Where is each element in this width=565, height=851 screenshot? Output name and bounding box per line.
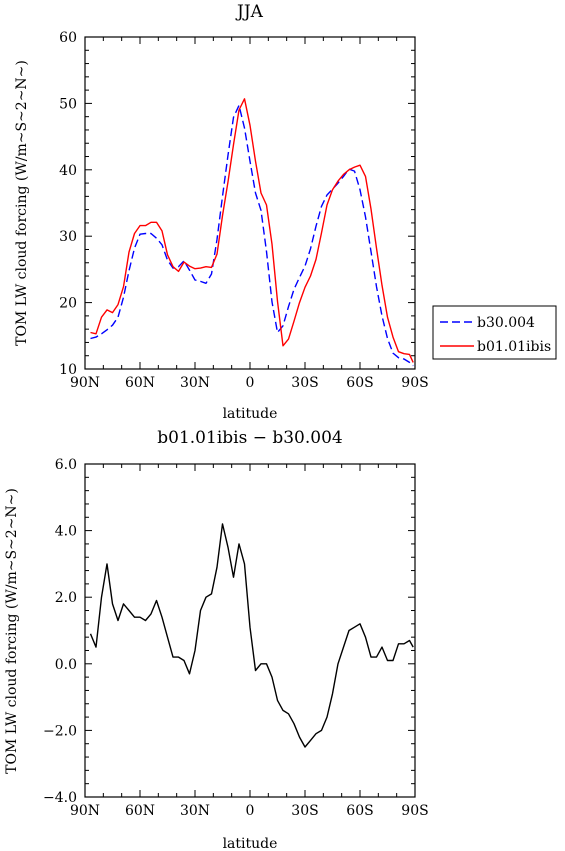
x-tick-label: 60S <box>346 375 373 391</box>
y-axis-label: TOM LW cloud forcing (W/m~S~2~N~) <box>14 60 30 346</box>
x-tick-label: 0 <box>246 375 255 391</box>
x-axis-label: latitude <box>223 836 278 851</box>
x-tick-label: 60S <box>346 803 373 819</box>
chart-title: JJA <box>235 2 264 22</box>
x-axis-label: latitude <box>223 406 278 422</box>
y-tick-label: 60 <box>59 30 77 46</box>
x-tick-label: 30S <box>291 375 318 391</box>
y-tick-label: 50 <box>59 96 77 112</box>
plot-frame <box>84 463 416 798</box>
chart-title: b01.01ibis − b30.004 <box>157 428 342 448</box>
plot-frame <box>84 36 416 370</box>
plot-area: 90N 60N 30N 0 30S 60S 90S −4.0 −2.0 0.0 2.0 4.0 6.0 <box>43 457 429 819</box>
legend-label-b01-01ibis: b01.01ibis <box>477 339 551 355</box>
series-line-b01-01ibis <box>90 98 414 363</box>
series-line-difference <box>89 523 414 748</box>
y-tick-label: 30 <box>59 229 77 245</box>
y-tick-label: 4.0 <box>55 524 77 540</box>
x-tick-label: 30N <box>180 803 210 819</box>
legend-box <box>432 305 557 360</box>
y-tick-label: 40 <box>59 163 77 179</box>
x-tick-label: 90N <box>70 803 100 819</box>
x-tick-label: 0 <box>246 803 255 819</box>
x-tick-label: 30S <box>291 803 318 819</box>
y-tick-label: 20 <box>59 296 77 312</box>
series-line-b30-004 <box>90 104 414 367</box>
y-tick-label: 2.0 <box>55 590 77 606</box>
chart-jja: JJA 90N 60N 30N 0 30S 60S 90S 10 20 30 40 50 60 lati… <box>14 2 557 422</box>
y-tick-label: 6.0 <box>55 457 77 473</box>
x-tick-label: 60N <box>125 803 155 819</box>
y-tick-label: 0.0 <box>55 657 77 673</box>
y-tick-label: −4.0 <box>43 790 77 806</box>
x-tick-label: 30N <box>180 375 210 391</box>
chart-difference: b01.01ibis − b30.004 90N 60N 30N 0 30S 60S 90S… <box>4 428 429 851</box>
y-tick-label: 10 <box>59 362 77 378</box>
y-tick-label: −2.0 <box>43 723 77 739</box>
y-axis-label: TOM LW cloud forcing (W/m~S~2~N~) <box>4 488 20 774</box>
legend-label-b30-004: b30.004 <box>477 315 535 331</box>
plot-area: 90N 60N 30N 0 30S 60S 90S 10 20 30 40 50 60 <box>59 30 429 391</box>
x-tick-label: 90S <box>401 375 428 391</box>
x-tick-label: 60N <box>125 375 155 391</box>
x-tick-label: 90N <box>70 375 100 391</box>
x-tick-label: 90S <box>401 803 428 819</box>
legend: b30.004 b01.01ibis <box>432 305 557 360</box>
